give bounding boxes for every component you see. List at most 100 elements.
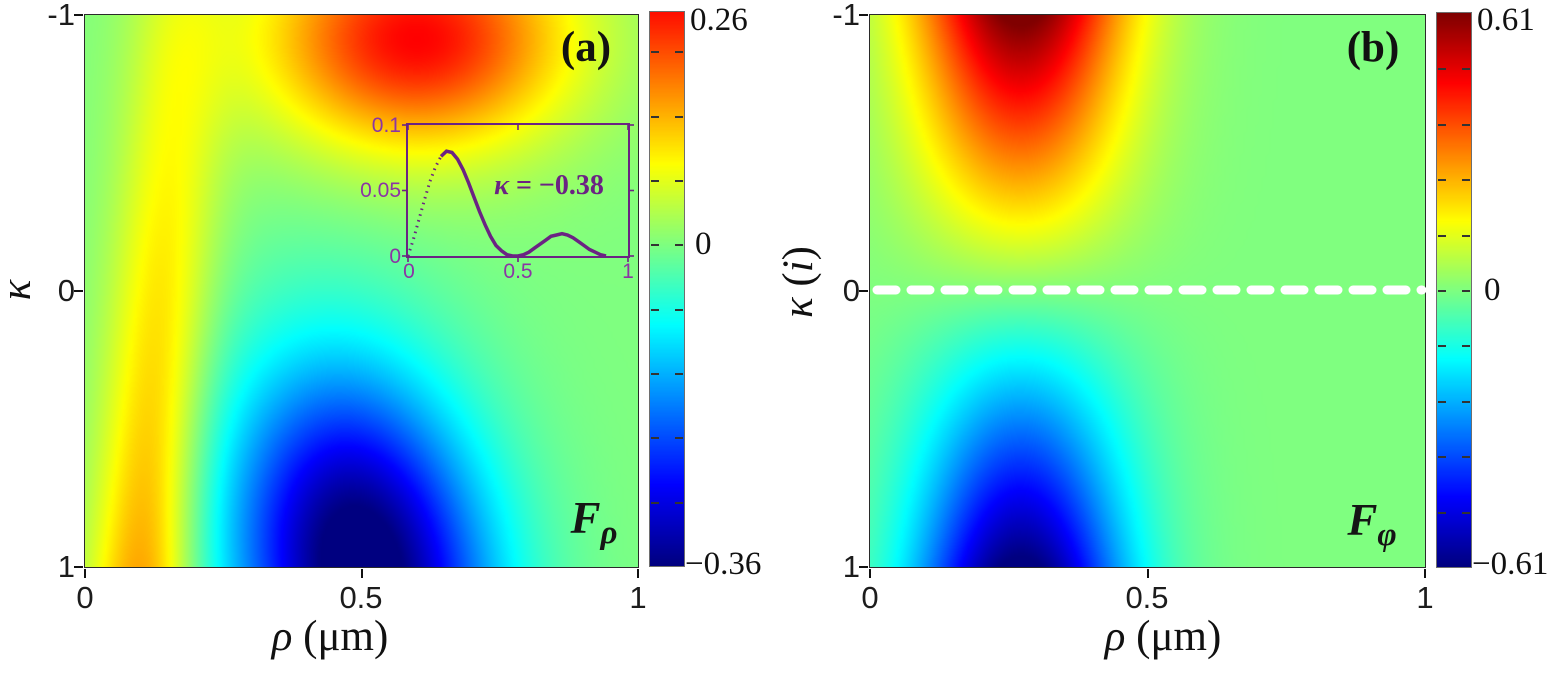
y-tick-label: 1	[57, 549, 75, 584]
axis-tick-mark	[859, 14, 868, 16]
axis-tick-mark	[1438, 511, 1446, 514]
inset-x-tick-label: 0.5	[503, 260, 533, 283]
axis-tick-mark	[651, 51, 659, 54]
paren-open: (	[775, 272, 822, 298]
unit-text: (μm)	[292, 613, 389, 660]
inset-curve	[406, 150, 448, 257]
axis-tick-mark	[651, 372, 659, 375]
axis-tick-mark	[1438, 345, 1446, 348]
axis-tick-mark	[675, 501, 683, 504]
axis-tick-mark	[651, 437, 659, 440]
axis-tick-mark	[1424, 569, 1426, 578]
inset-y-tick-label: 0.1	[371, 114, 401, 137]
field-label-b: Fφ	[1322, 496, 1422, 559]
annotation-value: = −0.38	[508, 170, 604, 201]
axis-tick-mark	[74, 290, 83, 292]
axis-tick-mark	[651, 179, 659, 182]
heatmap-panel-a	[85, 15, 638, 567]
inset-y-tick-label: 0.05	[360, 179, 401, 202]
axis-tick-mark	[651, 308, 659, 311]
inset-x-tick-label: 1	[622, 260, 634, 283]
unit-text: (μm)	[1125, 613, 1222, 660]
axis-tick-mark	[675, 437, 683, 440]
field-symbol: F	[570, 493, 601, 543]
x-tick-label: 0	[861, 580, 879, 615]
axis-tick-mark	[675, 244, 683, 247]
y-tick-label: 1	[842, 549, 860, 584]
colorbar-min-label: −0.36	[685, 546, 762, 582]
axis-tick-mark	[1438, 68, 1446, 71]
inset-curve	[439, 149, 607, 258]
i-symbol: i	[775, 260, 822, 273]
colorbar-gradient-a	[650, 12, 684, 566]
axis-tick-mark	[1462, 456, 1470, 459]
axis-tick-mark	[675, 372, 683, 375]
axis-tick-mark	[869, 569, 871, 578]
axis-tick-mark	[1462, 400, 1470, 403]
axis-tick-mark	[675, 115, 683, 118]
axis-tick-mark	[675, 179, 683, 182]
x-axis-label-a: ρ (μm)	[230, 613, 430, 661]
axis-tick-mark	[1462, 290, 1470, 292]
axis-tick-mark	[1462, 179, 1470, 182]
zero-dashed-line	[872, 285, 1427, 295]
axis-tick-mark	[74, 566, 83, 568]
axis-tick-mark	[1438, 290, 1446, 292]
x-tick-label: 1	[1416, 580, 1434, 615]
axis-tick-mark	[859, 290, 868, 292]
axis-tick-mark	[859, 566, 868, 568]
axis-tick-mark	[637, 569, 639, 578]
colorbar-max-label: 0.26	[690, 2, 748, 38]
axis-tick-mark	[675, 51, 683, 54]
axis-tick-mark	[1438, 456, 1446, 459]
colorbar-max-label: 0.61	[1477, 2, 1535, 38]
x-tick-label: 0	[76, 580, 94, 615]
inset-x-tick-label: 0	[403, 260, 415, 283]
axis-tick-mark	[84, 569, 86, 578]
x-tick-label: 0.5	[1125, 580, 1169, 615]
x-axis-label-b: ρ (μm)	[1063, 613, 1263, 661]
inset-y-tick-label: 0	[389, 245, 401, 268]
axis-tick-mark	[651, 501, 659, 504]
panel-label-a: (a)	[560, 24, 612, 71]
field-subscript: φ	[1377, 517, 1397, 553]
axis-tick-mark	[1146, 569, 1149, 578]
axis-tick-mark	[1462, 123, 1470, 126]
rho-symbol: ρ	[1104, 613, 1126, 660]
y-tick-label: -1	[832, 0, 860, 32]
axis-tick-mark	[1462, 234, 1470, 237]
colorbar-zero-label: 0	[695, 226, 712, 262]
colorbar-min-label: −0.61	[1472, 546, 1549, 582]
axis-tick-mark	[1438, 123, 1446, 126]
paren-close: )	[775, 246, 822, 261]
axis-tick-mark	[1438, 234, 1446, 237]
colorbar-zero-label: 0	[1484, 272, 1501, 308]
y-tick-label: -1	[47, 0, 75, 32]
rho-symbol: ρ	[271, 613, 293, 660]
x-tick-label: 0.5	[339, 580, 383, 615]
axis-tick-mark	[1438, 400, 1446, 403]
axis-tick-mark	[1462, 68, 1470, 71]
kappa-symbol: κ	[0, 280, 40, 301]
axis-tick-mark	[1438, 179, 1446, 182]
axis-tick-mark	[1462, 511, 1470, 514]
kappa-symbol: κ	[775, 297, 822, 318]
axis-tick-mark	[651, 244, 659, 247]
colorbar-a	[649, 11, 685, 567]
field-subscript: ρ	[600, 515, 618, 551]
y-axis-label-b: κ (i)	[775, 207, 822, 357]
y-tick-label: 0	[842, 273, 860, 308]
axis-tick-mark	[675, 308, 683, 311]
y-tick-label: 0	[57, 273, 75, 308]
axis-tick-mark	[74, 14, 83, 16]
axis-tick-mark	[1462, 345, 1470, 348]
inset-line-plot	[402, 124, 634, 262]
panel-label-b: (b)	[1346, 24, 1400, 71]
kappa-symbol: κ	[494, 170, 509, 201]
y-axis-label-a: κ	[0, 240, 40, 340]
axis-tick-mark	[651, 115, 659, 118]
inset-annotation: κ = −0.38	[459, 170, 639, 201]
field-label-a: Fρ	[544, 494, 644, 557]
x-tick-label: 1	[629, 580, 647, 615]
